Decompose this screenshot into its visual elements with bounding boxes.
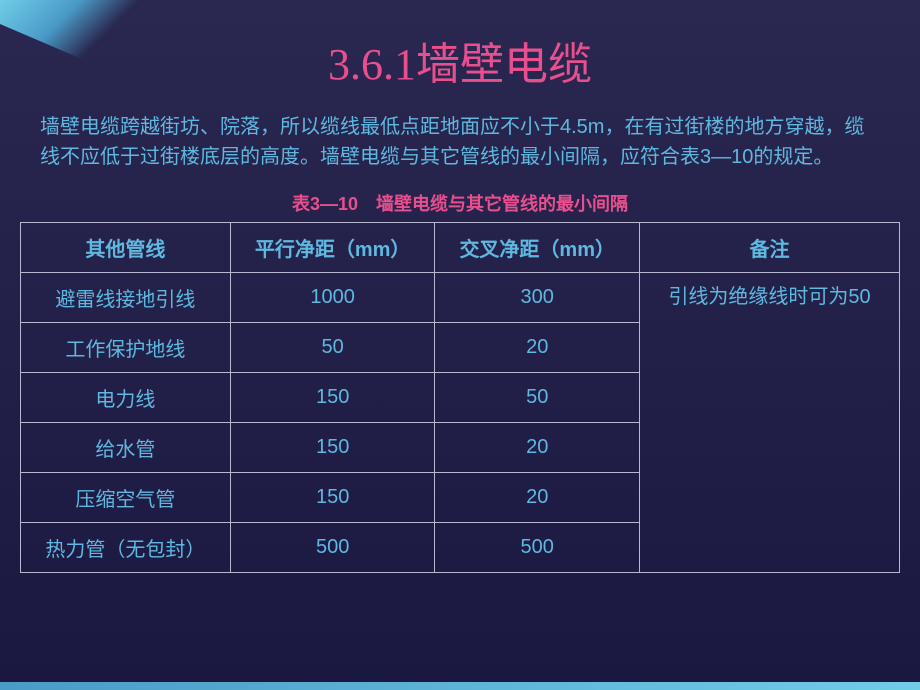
cell-pipe-type: 给水管: [21, 423, 231, 473]
cell-pipe-type: 工作保护地线: [21, 323, 231, 373]
cell-cross: 50: [435, 373, 640, 423]
table-caption: 表3—10 墙壁电缆与其它管线的最小间隔: [0, 190, 920, 216]
header-parallel-clearance: 平行净距（mm）: [230, 223, 435, 273]
cell-cross: 300: [435, 273, 640, 323]
cell-cross: 500: [435, 523, 640, 573]
cell-parallel: 1000: [230, 273, 435, 323]
cell-cross: 20: [435, 423, 640, 473]
footer-bar-decoration: [0, 682, 920, 690]
header-notes: 备注: [640, 223, 900, 273]
header-cross-clearance: 交叉净距（mm）: [435, 223, 640, 273]
table-header-row: 其他管线 平行净距（mm） 交叉净距（mm） 备注: [21, 223, 900, 273]
header-other-pipes: 其他管线: [21, 223, 231, 273]
cell-pipe-type: 热力管（无包封）: [21, 523, 231, 573]
cell-notes: 引线为绝缘线时可为50: [640, 273, 900, 573]
cell-pipe-type: 压缩空气管: [21, 473, 231, 523]
body-paragraph: 墙壁电缆跨越街坊、院落，所以缆线最低点距地面应不小于4.5m，在有过街楼的地方穿…: [0, 112, 920, 172]
table-row: 避雷线接地引线 1000 300 引线为绝缘线时可为50: [21, 273, 900, 323]
clearance-table: 其他管线 平行净距（mm） 交叉净距（mm） 备注 避雷线接地引线 1000 3…: [20, 222, 900, 573]
cell-parallel: 150: [230, 473, 435, 523]
cell-parallel: 150: [230, 423, 435, 473]
slide-title: 3.6.1墙壁电缆: [0, 0, 920, 112]
cell-cross: 20: [435, 323, 640, 373]
cell-parallel: 150: [230, 373, 435, 423]
cell-parallel: 50: [230, 323, 435, 373]
cell-parallel: 500: [230, 523, 435, 573]
cell-cross: 20: [435, 473, 640, 523]
cell-pipe-type: 避雷线接地引线: [21, 273, 231, 323]
cell-pipe-type: 电力线: [21, 373, 231, 423]
